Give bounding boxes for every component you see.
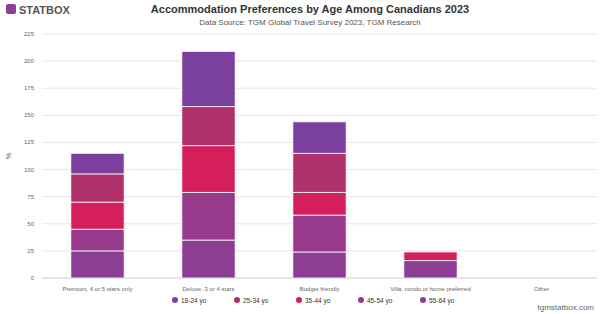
x-tick-label: Villa, condo or home preferred	[390, 286, 471, 292]
y-tick-label: 200	[24, 58, 35, 64]
legend-label: 35-44 yo	[305, 297, 331, 305]
bar-segment	[404, 261, 457, 278]
chart: STATBOX Accommodation Preferences by Age …	[0, 0, 600, 314]
grid-line	[42, 115, 597, 116]
bar-segment	[71, 153, 124, 174]
y-tick-label: 0	[31, 275, 35, 281]
x-tick-label: Premium, 4 or 5 stars only	[62, 286, 132, 292]
logo-text: STATBOX	[19, 4, 71, 16]
logo-icon	[6, 4, 16, 14]
bar-segment	[293, 215, 346, 252]
y-tick-label: 75	[27, 194, 34, 200]
legend-marker	[296, 297, 302, 303]
bar-segment	[182, 146, 235, 193]
subtitle: Data Source: TGM Global Travel Survey 20…	[199, 18, 421, 27]
y-axis: 0 25 50 75 100 125 150 175 200 225	[24, 31, 597, 281]
bars	[71, 51, 457, 278]
y-axis-label: %	[5, 153, 12, 159]
x-tick-label: Deluxe, 3 or 4 stars	[182, 286, 234, 292]
y-tick-label: 225	[24, 31, 35, 37]
y-tick-label: 175	[24, 85, 35, 91]
y-tick-label: 50	[27, 221, 34, 227]
bar-segment	[404, 251, 457, 252]
y-tick-label: 25	[27, 248, 34, 254]
bar-segment	[182, 192, 235, 240]
grid-line	[42, 61, 597, 62]
bar-segment	[182, 240, 235, 278]
bar-segment	[182, 107, 235, 146]
bar-segment	[293, 122, 346, 153]
legend-label: 25-34 yo	[243, 297, 269, 305]
legend-label: 18-24 yo	[181, 297, 207, 305]
legend: 18-24 yo 25-34 yo 35-44 yo 45-54 yo 55-64 yo	[172, 297, 455, 305]
bar-segment	[182, 51, 235, 106]
grid-line	[42, 88, 597, 89]
bar-segment	[293, 153, 346, 192]
bar-segment	[293, 252, 346, 278]
x-tick-label: Budget friendly	[299, 286, 339, 292]
bar-segment	[71, 251, 124, 278]
bar-segment	[71, 202, 124, 229]
bar-segment	[404, 251, 457, 252]
bar-segment	[71, 229, 124, 251]
bar-segment	[71, 174, 124, 202]
legend-marker	[172, 297, 178, 303]
y-tick-label: 150	[24, 112, 35, 118]
grid-line	[42, 34, 597, 35]
legend-label: 55-64 yo	[429, 297, 455, 305]
bar-segment	[404, 252, 457, 261]
bar-segment	[515, 278, 568, 279]
logo: STATBOX	[6, 4, 71, 16]
legend-label: 45-54 yo	[367, 297, 393, 305]
bar-segment	[515, 278, 568, 279]
bar-segment	[515, 278, 568, 279]
legend-marker	[234, 297, 240, 303]
bar-segment	[293, 192, 346, 215]
bar-segment	[515, 278, 568, 279]
bar-segment	[515, 278, 568, 279]
legend-marker	[420, 297, 426, 303]
y-tick-label: 125	[24, 139, 35, 145]
y-tick-label: 100	[24, 167, 35, 173]
legend-marker	[358, 297, 364, 303]
credit: tgmstatbox.com	[538, 303, 595, 312]
x-tick-label: Other	[534, 286, 549, 292]
title: Accommodation Preferences by Age Among C…	[151, 3, 469, 15]
